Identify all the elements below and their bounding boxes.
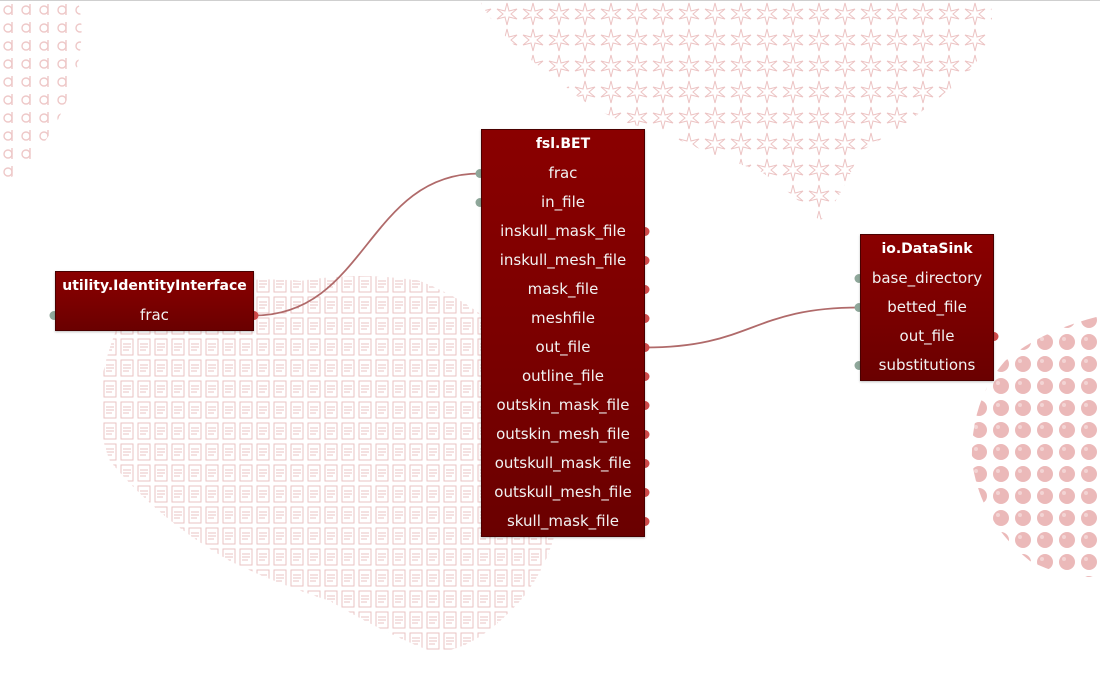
port-outskull-mask-file: outskull_mask_file xyxy=(494,454,632,472)
port-in-file: in_file xyxy=(540,193,586,211)
background-watermark xyxy=(0,1,1100,652)
port-meshfile: meshfile xyxy=(530,309,595,327)
port-inskull-mesh-file: inskull_mesh_file xyxy=(499,251,627,269)
connection-edge[interactable] xyxy=(253,172,481,317)
node-io-datasink[interactable]: io.DataSink base_directory betted_file o… xyxy=(860,234,994,381)
port-frac: frac xyxy=(140,306,169,324)
port-base-directory: base_directory xyxy=(871,269,983,287)
port-inskull-mask-file: inskull_mask_file xyxy=(500,222,626,240)
connection-edge[interactable] xyxy=(644,306,860,349)
port-outskin-mask-file: outskin_mask_file xyxy=(496,396,630,414)
edges-layer xyxy=(253,172,860,349)
port-outline-file: outline_file xyxy=(522,367,604,385)
node-title: utility.IdentityInterface xyxy=(62,278,247,294)
node-title: fsl.BET xyxy=(535,136,591,152)
port-skull-mask-file: skull_mask_file xyxy=(506,512,620,530)
port-frac: frac xyxy=(548,164,578,182)
port-out-file: out_file xyxy=(899,327,955,345)
port-outskin-mesh-file: outskin_mesh_file xyxy=(496,425,630,443)
port-outskull-mesh-file: outskull_mesh_file xyxy=(494,483,632,501)
node-identity-interface[interactable]: utility.IdentityInterface frac xyxy=(55,271,254,331)
port-out-file: out_file xyxy=(535,338,591,356)
port-mask-file: mask_file xyxy=(527,280,599,298)
port-substitutions: substitutions xyxy=(878,356,976,374)
node-fsl-bet[interactable]: fsl.BET frac in_file inskull_mask_file i… xyxy=(481,129,645,537)
port-betted-file: betted_file xyxy=(887,298,967,316)
node-title: io.DataSink xyxy=(881,241,973,257)
